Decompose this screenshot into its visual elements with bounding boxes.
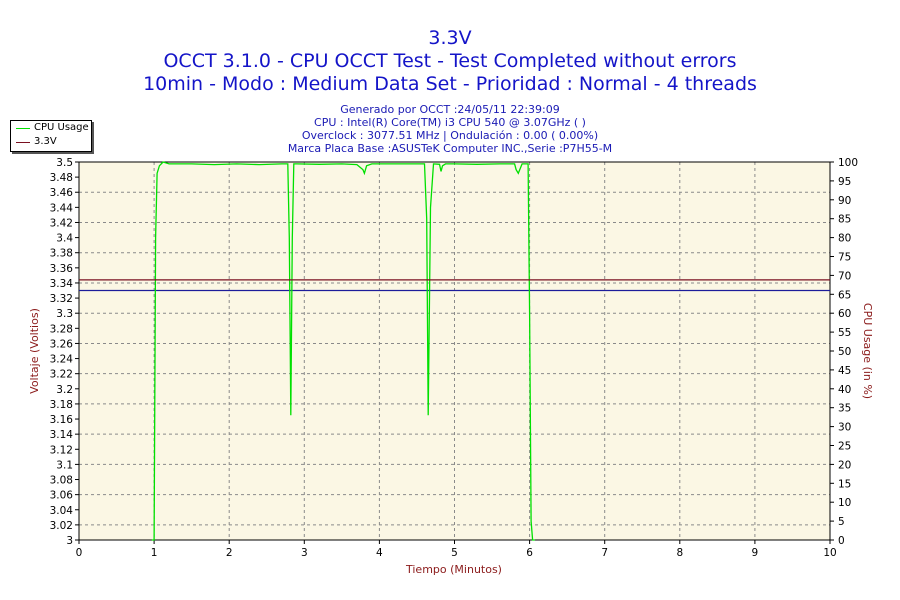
y-tick-label: 3.26 bbox=[50, 338, 74, 350]
legend: CPU Usage 3.3V bbox=[10, 120, 92, 152]
x-tick-label: 10 bbox=[823, 547, 836, 559]
y-tick-label: 3.14 bbox=[50, 429, 74, 441]
y2-tick-label: 100 bbox=[838, 157, 858, 169]
y-tick-label: 3.16 bbox=[50, 414, 74, 426]
y-tick-label: 3.3 bbox=[56, 308, 73, 320]
y-tick-label: 3.18 bbox=[50, 399, 73, 411]
y2-tick-label: 65 bbox=[838, 289, 851, 301]
y-tick-label: 3.42 bbox=[50, 217, 73, 229]
chart-subtitle-test: OCCT 3.1.0 - CPU OCCT Test - Test Comple… bbox=[163, 50, 737, 72]
info-generated: Generado por OCCT :24/05/11 22:39:09 bbox=[340, 103, 560, 116]
info-motherboard: Marca Placa Base :ASUSTeK Computer INC.,… bbox=[287, 142, 613, 155]
y-tick-label: 3.4 bbox=[56, 233, 73, 245]
x-tick-label: 5 bbox=[451, 547, 458, 559]
y-tick-label: 3.22 bbox=[50, 369, 73, 381]
legend-label-cpu-usage: CPU Usage bbox=[34, 122, 89, 133]
x-tick-label: 9 bbox=[752, 547, 759, 559]
y-tick-label: 3.38 bbox=[50, 248, 73, 260]
y-tick-label: 3.24 bbox=[50, 354, 74, 366]
y2-tick-label: 10 bbox=[838, 497, 851, 509]
y2-tick-labels: 0 5 10 15 20 25 30 35 40 45 50 55 60 65 70 75 80 85 90 95 10… bbox=[838, 157, 858, 547]
y2-tick-label: 45 bbox=[838, 365, 851, 377]
y-tick-label: 3.04 bbox=[50, 505, 74, 517]
x-tick-label: 0 bbox=[76, 547, 83, 559]
x-tick-label: 1 bbox=[151, 547, 158, 559]
y2-tick-label: 35 bbox=[838, 403, 851, 415]
y-tick-labels: 3 3.02 3.04 3.06 3.08 3.1 3.12 3.14 3.16 3.18 3.2 3… bbox=[50, 157, 74, 547]
x-tick-label: 2 bbox=[226, 547, 233, 559]
y2-tick-label: 55 bbox=[838, 327, 851, 339]
y-tick-label: 3.02 bbox=[50, 520, 73, 532]
y-tick-label: 3.34 bbox=[50, 278, 74, 290]
y2-tick-label: 20 bbox=[838, 459, 851, 471]
y2-tick-label: 30 bbox=[838, 422, 851, 434]
y-tick-label: 3.12 bbox=[50, 444, 73, 456]
grid-lines bbox=[79, 162, 830, 540]
chart-title: 3.3V bbox=[428, 27, 472, 49]
tick-marks bbox=[75, 161, 834, 544]
chart-subtitle-mode: 10min - Modo : Medium Data Set - Priorid… bbox=[143, 73, 757, 95]
series-cpu-usage-line bbox=[151, 161, 535, 541]
y2-tick-label: 50 bbox=[838, 346, 851, 358]
y-tick-label: 3.08 bbox=[50, 475, 73, 487]
x-tick-label: 7 bbox=[601, 547, 608, 559]
x-tick-label: 4 bbox=[376, 547, 383, 559]
y-tick-label: 3.44 bbox=[50, 202, 74, 214]
y-tick-label: 3.28 bbox=[50, 323, 73, 335]
y2-tick-label: 80 bbox=[838, 233, 851, 245]
y2-tick-label: 40 bbox=[838, 384, 851, 396]
x-axis-label: Tiempo (Minutos) bbox=[405, 563, 502, 576]
legend-swatch-3-3v bbox=[16, 142, 30, 143]
y-tick-label: 3 bbox=[66, 535, 73, 547]
info-overclock: Overclock : 3077.51 MHz | Ondulación : 0… bbox=[301, 129, 599, 142]
info-cpu: CPU : Intel(R) Core(TM) i3 CPU 540 @ 3.0… bbox=[314, 116, 586, 129]
y-tick-label: 3.46 bbox=[50, 187, 74, 199]
y2-tick-label: 95 bbox=[838, 176, 851, 188]
y2-tick-label: 90 bbox=[838, 195, 851, 207]
y2-tick-label: 25 bbox=[838, 441, 851, 453]
y2-tick-label: 0 bbox=[838, 535, 845, 547]
x-tick-label: 8 bbox=[676, 547, 683, 559]
series-layer bbox=[79, 161, 830, 541]
x-tick-label: 3 bbox=[301, 547, 308, 559]
y2-axis-label: CPU Usage (in %) bbox=[861, 303, 874, 399]
y2-tick-label: 70 bbox=[838, 270, 851, 282]
y2-tick-label: 5 bbox=[838, 516, 845, 528]
y-tick-label: 3.48 bbox=[50, 172, 73, 184]
y2-tick-label: 15 bbox=[838, 478, 851, 490]
y-axis-label: Voltaje (Voltios) bbox=[28, 308, 41, 394]
y-tick-label: 3.1 bbox=[56, 459, 73, 471]
x-tick-labels: 0 1 2 3 4 5 6 7 8 9 10 bbox=[76, 547, 837, 559]
legend-swatch-cpu-usage bbox=[16, 128, 30, 129]
y2-tick-label: 75 bbox=[838, 252, 851, 264]
y2-tick-label: 85 bbox=[838, 214, 851, 226]
y-tick-label: 3.36 bbox=[50, 263, 74, 275]
legend-item-cpu-usage: CPU Usage bbox=[11, 121, 91, 135]
y-tick-label: 3.2 bbox=[56, 384, 73, 396]
legend-label-3-3v: 3.3V bbox=[34, 136, 57, 147]
y-tick-label: 3.06 bbox=[50, 490, 74, 502]
x-tick-label: 6 bbox=[526, 547, 533, 559]
y-tick-label: 3.32 bbox=[50, 293, 73, 305]
y-tick-label: 3.5 bbox=[56, 157, 73, 169]
legend-item-3-3v: 3.3V bbox=[11, 135, 91, 149]
y2-tick-label: 60 bbox=[838, 308, 851, 320]
